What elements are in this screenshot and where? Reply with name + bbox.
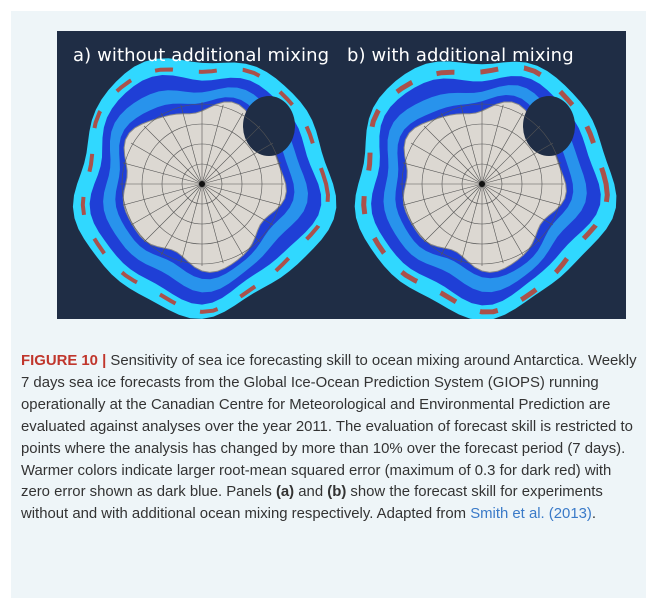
panel-b-ref: (b): [327, 484, 347, 501]
caption-text-3: show the forecast skill for experiments …: [21, 484, 603, 523]
panel-b-title: b) with additional mixing: [347, 45, 574, 66]
caption-text-2: and: [294, 484, 328, 501]
figure-frame: a) without additional mixing b) with add…: [11, 11, 646, 598]
antarctica-map-icon: [337, 31, 626, 319]
figure-label: FIGURE 10 |: [21, 353, 107, 369]
citation-link[interactable]: Smith et al. (2013): [470, 506, 592, 523]
panel-a-ref: (a): [275, 484, 295, 501]
caption-text-4: .: [591, 506, 596, 523]
panel-b: b) with additional mixing: [337, 31, 626, 319]
figure-caption: FIGURE 10 | Sensitivity of sea ice forec…: [21, 351, 641, 526]
panel-a-title: a) without additional mixing: [73, 45, 330, 66]
panel-a: a) without additional mixing: [57, 31, 346, 319]
caption-text-1: Sensitivity of sea ice forecasting skill…: [21, 353, 637, 501]
antarctica-map-icon: [57, 31, 346, 319]
